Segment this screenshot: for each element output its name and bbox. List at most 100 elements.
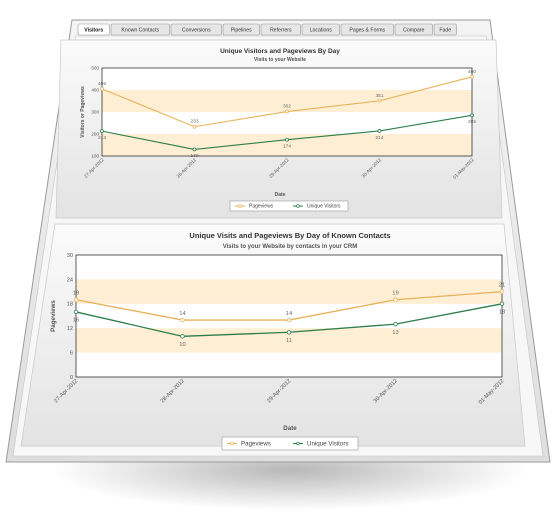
tab-label: Compare: [403, 27, 424, 33]
tab-background: [222, 23, 260, 36]
data-point[interactable]: [180, 317, 185, 323]
data-label: 13: [392, 330, 398, 336]
chart-subtitle: Visits to your Website by contacts in yo…: [223, 244, 357, 250]
data-label: 302: [283, 104, 291, 110]
data-label: 214: [375, 135, 383, 141]
tab-background: [77, 23, 110, 36]
chart-legend: Pageviews Unique Visitors: [229, 200, 349, 212]
y-tick-label: 12: [67, 326, 73, 332]
data-label: 174: [283, 144, 291, 150]
data-label: 14: [286, 311, 293, 317]
plot-band: [102, 90, 472, 112]
legend-box: [229, 200, 349, 212]
x-axis-label: Date: [275, 192, 286, 198]
plot-area: [76, 255, 502, 377]
plot-frame: [101, 67, 473, 157]
data-point[interactable]: [192, 124, 197, 129]
legend-marker: [230, 441, 234, 446]
data-point[interactable]: [73, 309, 79, 315]
chart-subtitle: Visits to your Website: [254, 57, 306, 63]
data-label: 11: [286, 338, 292, 344]
tab-compare[interactable]: Compare: [394, 23, 433, 36]
y-tick-label: 500: [91, 66, 99, 71]
data-label: 18: [499, 309, 505, 315]
tab-label: Conversions: [182, 27, 211, 33]
data-point[interactable]: [100, 129, 104, 134]
tab-pipelines[interactable]: Pipelines: [222, 23, 260, 36]
data-point[interactable]: [393, 297, 398, 302]
data-point[interactable]: [470, 113, 474, 118]
data-point[interactable]: [180, 334, 185, 339]
y-tick-label: 200: [91, 132, 99, 137]
y-tick-label: 400: [91, 88, 99, 93]
y-tick-label: 300: [91, 110, 99, 115]
tab-pages-forms[interactable]: Pages & Forms: [340, 23, 394, 36]
tab-label: Fade: [439, 27, 451, 33]
data-point[interactable]: [377, 98, 382, 103]
y-axis-label: Pageviews: [50, 300, 57, 332]
y-axis-label: Visitors or Pageviews: [80, 86, 86, 138]
data-label: 21: [499, 283, 505, 289]
legend-marker: [296, 204, 300, 208]
legend-item-pageviews[interactable]: Pageviews: [235, 204, 274, 210]
tab-known-contacts[interactable]: Known Contacts: [110, 23, 170, 36]
y-tick-label: 100: [91, 154, 99, 159]
tab-visitors[interactable]: Visitors: [77, 23, 110, 36]
tab-referrers[interactable]: Referrers: [260, 23, 301, 36]
tab-background: [394, 23, 433, 36]
data-label: 405: [98, 81, 106, 87]
plot-frame: [75, 254, 503, 378]
plot-band: [76, 279, 502, 304]
x-axis-label: Date: [283, 425, 297, 432]
tab-conversions[interactable]: Conversions: [170, 23, 222, 36]
data-label: 14: [179, 311, 186, 317]
tab-background: [433, 23, 457, 36]
data-label: 130: [190, 153, 198, 159]
legend-marker: [238, 204, 242, 208]
data-point[interactable]: [499, 301, 505, 306]
tab-fade[interactable]: Fade: [433, 23, 457, 36]
y-tick-label: 6: [70, 350, 73, 356]
data-point[interactable]: [73, 297, 79, 302]
tab-label: Known Contacts: [121, 27, 159, 33]
data-point[interactable]: [286, 330, 292, 335]
legend-item-unique-visitors[interactable]: Unique Visitors: [293, 441, 349, 448]
y-tick-label: 24: [67, 277, 73, 283]
data-point[interactable]: [499, 289, 505, 294]
data-point[interactable]: [286, 317, 292, 323]
legend-item-pageviews[interactable]: Pageviews: [227, 441, 271, 448]
data-point[interactable]: [470, 74, 474, 79]
data-point[interactable]: [192, 147, 197, 152]
tab-background: [170, 23, 222, 36]
data-point[interactable]: [285, 137, 289, 142]
chart-legend: Pageviews Unique Visitors: [221, 436, 359, 451]
tab-label: Locations: [310, 27, 333, 33]
data-label: 10: [179, 342, 185, 348]
data-point[interactable]: [285, 109, 289, 114]
chart-title: Unique Visits and Pageviews By Day of Kn…: [189, 231, 390, 240]
data-label: 19: [392, 291, 398, 297]
tab-label: Pipelines: [231, 27, 252, 33]
tab-locations[interactable]: Locations: [301, 23, 340, 36]
legend-label: Pageviews: [249, 204, 274, 210]
data-point[interactable]: [393, 321, 398, 327]
legend-label: Pageviews: [241, 441, 271, 448]
tab-background: [301, 23, 340, 36]
data-label: 351: [375, 93, 383, 99]
tab-background: [260, 23, 301, 36]
legend-box: [221, 436, 359, 451]
data-point[interactable]: [377, 129, 382, 133]
legend-item-unique-visitors[interactable]: Unique Visitors: [293, 204, 341, 210]
tab-background: [340, 23, 394, 36]
legend-marker: [296, 441, 300, 446]
data-label: 213: [98, 135, 106, 141]
legend-label: Unique Visitors: [307, 204, 341, 210]
legend-label: Unique Visitors: [307, 441, 349, 448]
data-point[interactable]: [100, 87, 104, 91]
data-label: 285: [468, 119, 476, 125]
chart-title: Unique Visitors and Pageviews By Day: [220, 48, 340, 55]
data-label: 233: [190, 119, 198, 125]
tab-background: [110, 23, 170, 36]
tab-label: Visitors: [84, 27, 103, 33]
